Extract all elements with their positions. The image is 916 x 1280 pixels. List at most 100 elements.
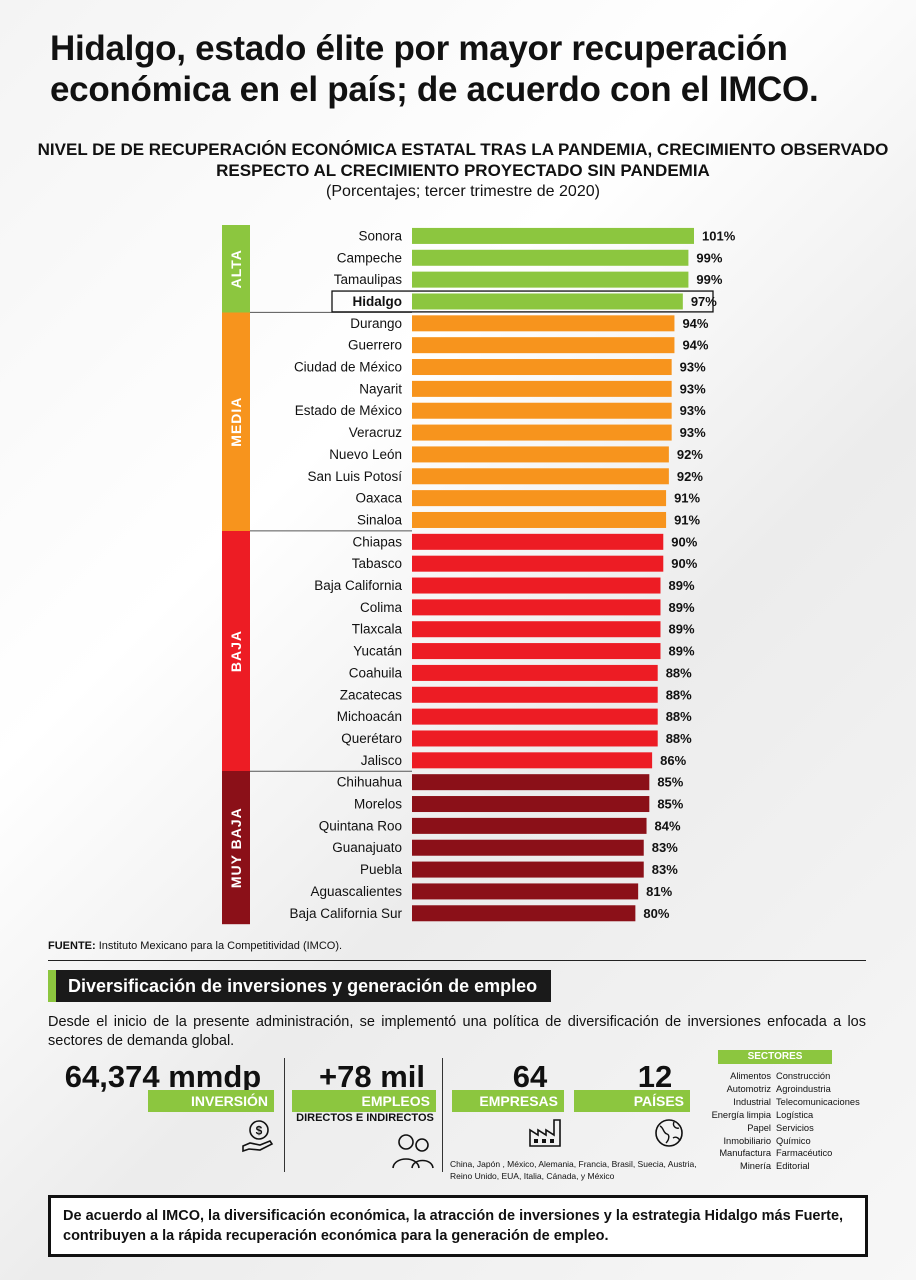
sector-item-left: Industrial [733, 1096, 771, 1107]
state-label: Coahuila [349, 665, 403, 680]
bar [412, 337, 675, 354]
bar [412, 577, 661, 594]
money-hand-icon: $ [242, 1120, 274, 1153]
bar [412, 839, 644, 856]
bar [412, 490, 667, 507]
state-label: Guerrero [348, 338, 402, 353]
value-label: 93% [680, 425, 706, 440]
sector-item-left: Manufactura [719, 1148, 771, 1159]
kpi-empleos-value: +78 mil [319, 1059, 425, 1094]
sector-item-left: Alimentos [730, 1071, 771, 1081]
bar [412, 774, 650, 791]
bar [412, 686, 658, 703]
group-label: ALTA [228, 249, 244, 288]
kpi-empleos-label: EMPLEOS [292, 1090, 436, 1112]
bar [412, 402, 672, 419]
state-label: Jalisco [361, 753, 402, 768]
state-label: Guanajuato [332, 840, 402, 855]
value-label: 93% [680, 360, 706, 375]
state-label: Baja California Sur [289, 906, 402, 921]
section-title: Diversificación de inversiones y generac… [48, 970, 552, 1002]
state-label: Durango [350, 316, 402, 331]
state-label: Tlaxcala [352, 622, 403, 637]
kpi-empresas-label: EMPRESAS [452, 1090, 564, 1112]
bar [412, 227, 694, 244]
value-label: 89% [668, 622, 694, 637]
value-label: 83% [652, 862, 678, 877]
bar [412, 271, 689, 288]
state-label: Hidalgo [353, 294, 403, 309]
kpi-separator [442, 1058, 443, 1172]
bar [412, 883, 639, 900]
factory-icon [529, 1119, 561, 1147]
bar [412, 599, 661, 616]
state-label: Sonora [358, 228, 402, 243]
state-label: Estado de México [295, 403, 402, 418]
bar [412, 861, 644, 878]
state-label: Chiapas [352, 534, 402, 549]
sector-item-right: Construcción [776, 1071, 831, 1081]
sector-item-left: Inmobiliario [723, 1135, 771, 1146]
bar [412, 708, 658, 725]
group-label: BAJA [228, 630, 244, 672]
kpi-paises-value: 12 [637, 1059, 673, 1094]
value-label: 90% [671, 556, 697, 571]
value-label: 92% [677, 447, 703, 462]
sector-item-right: Editorial [776, 1161, 810, 1172]
sectors-list-left: Alimentos Automotriz Industrial Energía lim… [690, 1070, 771, 1173]
bar [412, 730, 658, 747]
value-label: 97% [691, 294, 717, 309]
value-label: 86% [660, 753, 686, 768]
value-label: 99% [696, 272, 722, 287]
value-label: 101% [702, 228, 736, 243]
state-label: Chihuahua [337, 775, 403, 790]
value-label: 80% [643, 906, 669, 921]
state-label: Veracruz [349, 425, 403, 440]
state-label: Querétaro [341, 731, 402, 746]
bar [412, 533, 664, 550]
value-label: 91% [674, 491, 700, 506]
value-label: 83% [652, 840, 678, 855]
countries-list: China, Japón , México, Alemania, Francia… [450, 1159, 697, 1181]
value-label: 88% [666, 687, 692, 702]
value-label: 89% [668, 644, 694, 659]
bar [412, 555, 664, 572]
state-label: Nuevo León [329, 447, 402, 462]
state-label: Quintana Roo [319, 818, 402, 833]
page-title: Hidalgo, estado élite por mayor recupera… [50, 29, 819, 109]
bar [412, 643, 661, 660]
state-label: Colima [360, 600, 403, 615]
footer-statement: De acuerdo al IMCO, la diversificación e… [48, 1195, 868, 1257]
section-intro: Desde el inicio de la presente administr… [48, 1014, 866, 1049]
sector-item-right: Agroindustria [776, 1083, 831, 1094]
value-label: 99% [696, 250, 722, 265]
value-label: 91% [674, 512, 700, 527]
bar [412, 752, 653, 769]
state-label: Sinaloa [357, 512, 403, 527]
bar [412, 249, 689, 266]
state-label: Zacatecas [340, 687, 403, 702]
chart-subtitle: NIVEL DE DE RECUPERACIÓN ECONÓMICA ESTAT… [37, 140, 889, 180]
source-label: FUENTE: [48, 940, 96, 952]
bar [412, 905, 636, 922]
value-label: 85% [657, 797, 683, 812]
kpi-empleos-sub: DIRECTOS E INDIRECTOS [296, 1112, 434, 1124]
sector-item-right: Químico [776, 1135, 811, 1146]
value-label: 92% [677, 469, 703, 484]
value-label: 89% [668, 578, 694, 593]
divider [48, 960, 866, 961]
sector-item-right: Telecomunicaciones [776, 1096, 860, 1107]
value-label: 88% [666, 731, 692, 746]
state-label: San Luis Potosí [307, 469, 402, 484]
value-label: 90% [671, 534, 697, 549]
people-icon [392, 1134, 434, 1169]
bar [412, 446, 669, 463]
state-label: Puebla [360, 862, 403, 877]
bar [412, 796, 650, 813]
bar [412, 315, 675, 332]
value-label: 84% [655, 818, 681, 833]
state-label: Yucatán [353, 644, 402, 659]
value-label: 85% [657, 775, 683, 790]
state-label: Tamaulipas [334, 272, 403, 287]
value-label: 88% [666, 709, 692, 724]
